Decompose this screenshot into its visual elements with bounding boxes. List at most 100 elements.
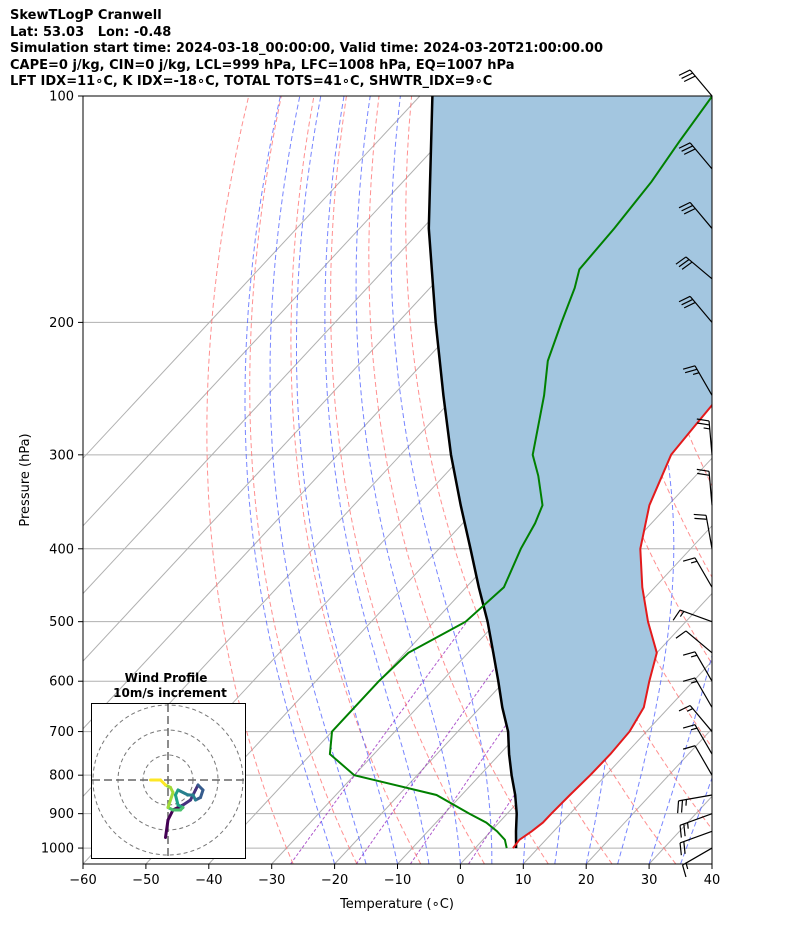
hodograph-segment bbox=[174, 793, 180, 807]
wind-barb bbox=[679, 813, 713, 838]
x-tick-label: −40 bbox=[195, 873, 222, 888]
y-tick-label: 600 bbox=[49, 675, 74, 690]
x-tick-label: 20 bbox=[578, 873, 595, 888]
chart-header: SkewTLogP Cranwell Lat: 53.03 Lon: -0.48… bbox=[10, 8, 603, 91]
wind-barb-flag bbox=[672, 609, 681, 621]
wind-barb-flag bbox=[680, 800, 684, 813]
wind-barb-flag bbox=[677, 800, 680, 814]
wind-barb-flag bbox=[693, 513, 707, 516]
y-tick-label: 1000 bbox=[41, 842, 74, 857]
wind-profile-inset: Wind Profile 10m/s increment bbox=[91, 671, 246, 859]
x-axis-label: Temperature (∘C) bbox=[339, 897, 454, 912]
wind-barb-staff bbox=[689, 142, 713, 170]
profile-lines bbox=[328, 96, 712, 849]
hodograph-segment bbox=[164, 818, 170, 839]
wind-barb-staff bbox=[685, 256, 713, 280]
wind-barb bbox=[678, 295, 713, 323]
wind-barb-flag bbox=[681, 72, 693, 79]
wind-barb-flag bbox=[678, 142, 691, 149]
x-tick-label: −50 bbox=[132, 873, 159, 888]
dry-adiabat-line bbox=[368, 96, 549, 864]
wind-barb-staff bbox=[694, 651, 713, 682]
wind-barb-flag bbox=[683, 75, 696, 83]
wind-barb-flag bbox=[682, 365, 696, 370]
wind-barb-flag bbox=[696, 468, 710, 472]
wind-barb-half-flag bbox=[703, 427, 710, 430]
dry-adiabat-line bbox=[770, 96, 794, 864]
x-tick-label: 10 bbox=[515, 873, 532, 888]
dry-adiabat-line bbox=[737, 96, 794, 864]
wind-barb-flag bbox=[682, 677, 696, 682]
wind-barb-staff bbox=[694, 745, 713, 776]
wind-barb-flag bbox=[696, 418, 710, 422]
wind-barb-flag bbox=[697, 472, 710, 476]
wind-barb-staff bbox=[694, 677, 713, 708]
wind-barb-flag bbox=[679, 842, 682, 856]
wind-barb bbox=[678, 704, 713, 732]
wind-barb-staff bbox=[689, 705, 713, 732]
wind-barb-staff bbox=[694, 557, 713, 588]
inset-title: Wind Profile bbox=[125, 671, 208, 685]
wind-barb bbox=[682, 724, 713, 755]
wind-barb bbox=[682, 651, 713, 682]
wind-barb-flag bbox=[682, 724, 696, 729]
y-axis-label: Pressure (hPa) bbox=[18, 433, 33, 526]
mixing-ratio-line bbox=[290, 621, 468, 864]
y-tick-label: 800 bbox=[49, 769, 74, 784]
stability-line: CAPE=0 j/kg, CIN=0 j/kg, LCL=999 hPa, LF… bbox=[10, 57, 515, 73]
wind-barb-flag bbox=[682, 745, 696, 750]
wind-barb-flag bbox=[678, 259, 690, 268]
wind-barb-flag bbox=[683, 148, 696, 155]
isotherm-line bbox=[522, 660, 712, 864]
wind-barb-flag bbox=[694, 517, 707, 520]
wind-barb-half-flag bbox=[686, 708, 693, 712]
wind-barb-staff bbox=[689, 295, 713, 323]
wind-barb-staff bbox=[689, 202, 713, 229]
wind-barb-staff bbox=[705, 515, 713, 549]
x-tick-label: 40 bbox=[704, 873, 721, 888]
moist-adiabat-line bbox=[269, 96, 367, 864]
hodograph-segment bbox=[166, 808, 175, 822]
wind-barb-flag bbox=[679, 825, 682, 838]
wind-barb-flag bbox=[683, 841, 686, 854]
dewpoint-line bbox=[328, 96, 712, 849]
wind-barb-flag bbox=[681, 204, 693, 212]
hodograph-segment bbox=[166, 791, 175, 809]
wind-barb bbox=[678, 201, 713, 229]
y-axis-ticks: 1000 900 800 700 600 500 400 300 200 100 bbox=[41, 90, 83, 857]
dry-adiabat-line bbox=[290, 96, 422, 864]
wind-barb-flag bbox=[678, 704, 691, 712]
wind-barb-flag bbox=[678, 295, 691, 303]
x-tick-label: −10 bbox=[384, 873, 411, 888]
moist-adiabat-line bbox=[711, 862, 712, 864]
moist-adiabat-line bbox=[648, 96, 712, 864]
wind-barb-flag bbox=[683, 301, 696, 309]
wind-barb-half-flag bbox=[679, 611, 685, 617]
isotherm-line bbox=[711, 863, 712, 864]
y-tick-label: 200 bbox=[49, 316, 74, 331]
wind-barb-flag bbox=[682, 651, 696, 656]
wind-barb-flag bbox=[682, 557, 696, 562]
wind-barb-staff bbox=[678, 794, 713, 802]
wind-barb bbox=[696, 468, 713, 506]
wind-barb-flag bbox=[678, 69, 691, 76]
wind-barb-flag bbox=[681, 864, 687, 878]
wind-barb-half-flag bbox=[690, 560, 698, 564]
wind-barb bbox=[678, 69, 713, 97]
isotherm-line bbox=[83, 96, 484, 527]
x-tick-label: −30 bbox=[258, 873, 285, 888]
x-axis-ticks: −60 −50 −40 −30 −20 −10 0 10 20 30 40 bbox=[69, 864, 720, 888]
parcel-line bbox=[427, 96, 518, 849]
moist-adiabat-line bbox=[355, 96, 461, 864]
mixing-ratio-line bbox=[355, 621, 529, 864]
isotherm-line bbox=[334, 457, 712, 864]
y-tick-label: 400 bbox=[49, 542, 74, 557]
location-line: Lat: 53.03 Lon: -0.48 bbox=[10, 24, 172, 40]
wind-barb-flag bbox=[681, 298, 693, 306]
wind-barb-staff bbox=[694, 365, 713, 396]
wind-barb bbox=[682, 677, 713, 708]
isotherm-line bbox=[83, 96, 547, 595]
wind-barb-flag bbox=[681, 261, 693, 270]
x-tick-label: 0 bbox=[456, 873, 464, 888]
wind-barb-flag bbox=[684, 368, 698, 374]
